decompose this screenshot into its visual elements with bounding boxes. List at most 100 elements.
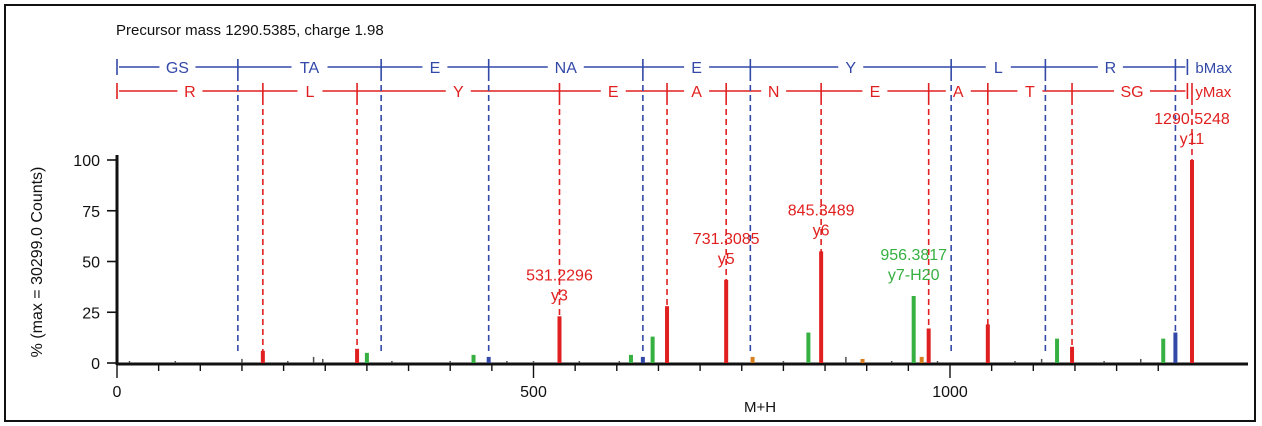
y-segment-bg [945, 82, 971, 100]
y-segment-label: L [306, 84, 315, 101]
peak-neutral-loss [806, 332, 811, 363]
y-segment-label: A [953, 84, 964, 101]
y-axis-label: % (max = 30299.0 Counts) [29, 167, 46, 358]
peak-other [241, 358, 243, 363]
y-segment-bg [761, 82, 787, 100]
y-segment-label: E [870, 84, 881, 101]
peak-orange [750, 356, 755, 363]
peak-y-ions [819, 251, 824, 363]
peak-other [312, 356, 315, 363]
axes: % (max = 30299.0 Counts) M+H [29, 155, 1248, 416]
peak-annotations: 531.2296 y3 731.3085 y5 845.3489 y6 956.3817 y7… [526, 111, 1230, 304]
b-segment-bg [159, 58, 196, 76]
y-segment-label: A [691, 84, 702, 101]
b-segment-bg [422, 58, 448, 76]
spectrum-peaks [128, 160, 1194, 363]
y-tick-label: 100 [73, 153, 100, 170]
x-axis-label: M+H [744, 399, 776, 416]
peak-other [287, 360, 289, 363]
y-segment-bg [297, 82, 323, 100]
peak-other [391, 360, 393, 363]
peak-ion-label: y7-H20 [888, 267, 940, 284]
peak-b-ions [640, 356, 645, 363]
y-segment-bg [177, 82, 203, 100]
y-segment-label: T [1025, 84, 1035, 101]
peak-orange [860, 358, 865, 363]
peak-neutral-loss [628, 354, 633, 363]
peak-other [936, 360, 939, 363]
y-segment-label: R [184, 84, 196, 101]
peak-mz-label: 731.3085 [693, 231, 760, 248]
peak-other [890, 360, 893, 363]
peak-other [532, 360, 535, 363]
b-segment-bg [547, 58, 584, 76]
peak-other [506, 360, 508, 363]
x-tick-label: 500 [520, 384, 547, 401]
peak-ion-label: y11 [1180, 131, 1205, 148]
peak-other [845, 356, 847, 363]
peak-y-ions [724, 279, 729, 363]
peak-neutral-loss [364, 352, 369, 363]
peak-mz-label: 845.3489 [788, 202, 855, 219]
b-segment-label: TA [300, 60, 320, 77]
y-segment-bg [862, 82, 888, 100]
b-segment-label: Y [845, 60, 856, 77]
y-segment-label: SG [1120, 84, 1143, 101]
peak-other [1140, 358, 1142, 363]
peak-ion-label: y6 [813, 222, 830, 239]
x-tick-label: 1000 [932, 384, 968, 401]
peak-y-ions [1189, 160, 1194, 363]
chart-frame [4, 4, 1256, 422]
peak-other [174, 360, 177, 363]
peak-other [1040, 358, 1043, 363]
peak-mz-label: 531.2296 [526, 267, 593, 284]
peak-neutral-loss [1055, 338, 1060, 363]
peak-other [322, 358, 324, 363]
y-max-label: yMax [1195, 84, 1231, 101]
peak-neutral-loss [1161, 338, 1166, 363]
peak-neutral-loss [650, 336, 655, 363]
peak-neutral-loss [911, 296, 916, 363]
b-segment-label: GS [166, 60, 189, 77]
b-segment-bg [684, 58, 710, 76]
peak-y-ions [1070, 346, 1075, 363]
y-tick-label: 75 [82, 204, 100, 221]
peak-y-ions [557, 316, 562, 363]
y-segment-bg [1017, 82, 1043, 100]
b-segment-label: R [1105, 60, 1117, 77]
b-segment-bg [985, 58, 1011, 76]
peak-y-ions [926, 328, 931, 363]
b-max-label: bMax [1195, 60, 1232, 77]
y-tick-label: 50 [82, 255, 100, 272]
peak-ion-label: y5 [718, 251, 735, 268]
peak-other [782, 360, 785, 363]
peak-y-ions [665, 306, 670, 363]
peak-b-ions [1173, 332, 1178, 363]
b-segment-bg [838, 58, 864, 76]
b-segment-label: E [430, 60, 441, 77]
peak-other [128, 360, 131, 363]
y-segment-label: Y [453, 84, 464, 101]
b-segment-bg [1097, 58, 1123, 76]
precursor-title: Precursor mass 1290.5385, charge 1.98 [116, 22, 384, 39]
peak-ion-label: y3 [551, 287, 568, 304]
peak-y-ions [985, 324, 990, 363]
y-segment-bg [445, 82, 471, 100]
peak-other [1014, 360, 1016, 363]
x-tick-label: 0 [113, 384, 122, 401]
y-segment-bg [684, 82, 710, 100]
b-segment-label: L [994, 60, 1003, 77]
b-segment-bg [291, 58, 328, 76]
peak-y-ions [260, 350, 265, 363]
y-segment-label: N [768, 84, 780, 101]
peak-other [1103, 360, 1105, 363]
peak-neutral-loss [471, 354, 476, 363]
b-segment-label: E [691, 60, 702, 77]
y-segment-label: E [608, 84, 619, 101]
b-segment-label: NA [555, 60, 578, 77]
peak-mz-label: 1290.5248 [1154, 111, 1230, 128]
fragment-dash-lines [237, 75, 1193, 352]
